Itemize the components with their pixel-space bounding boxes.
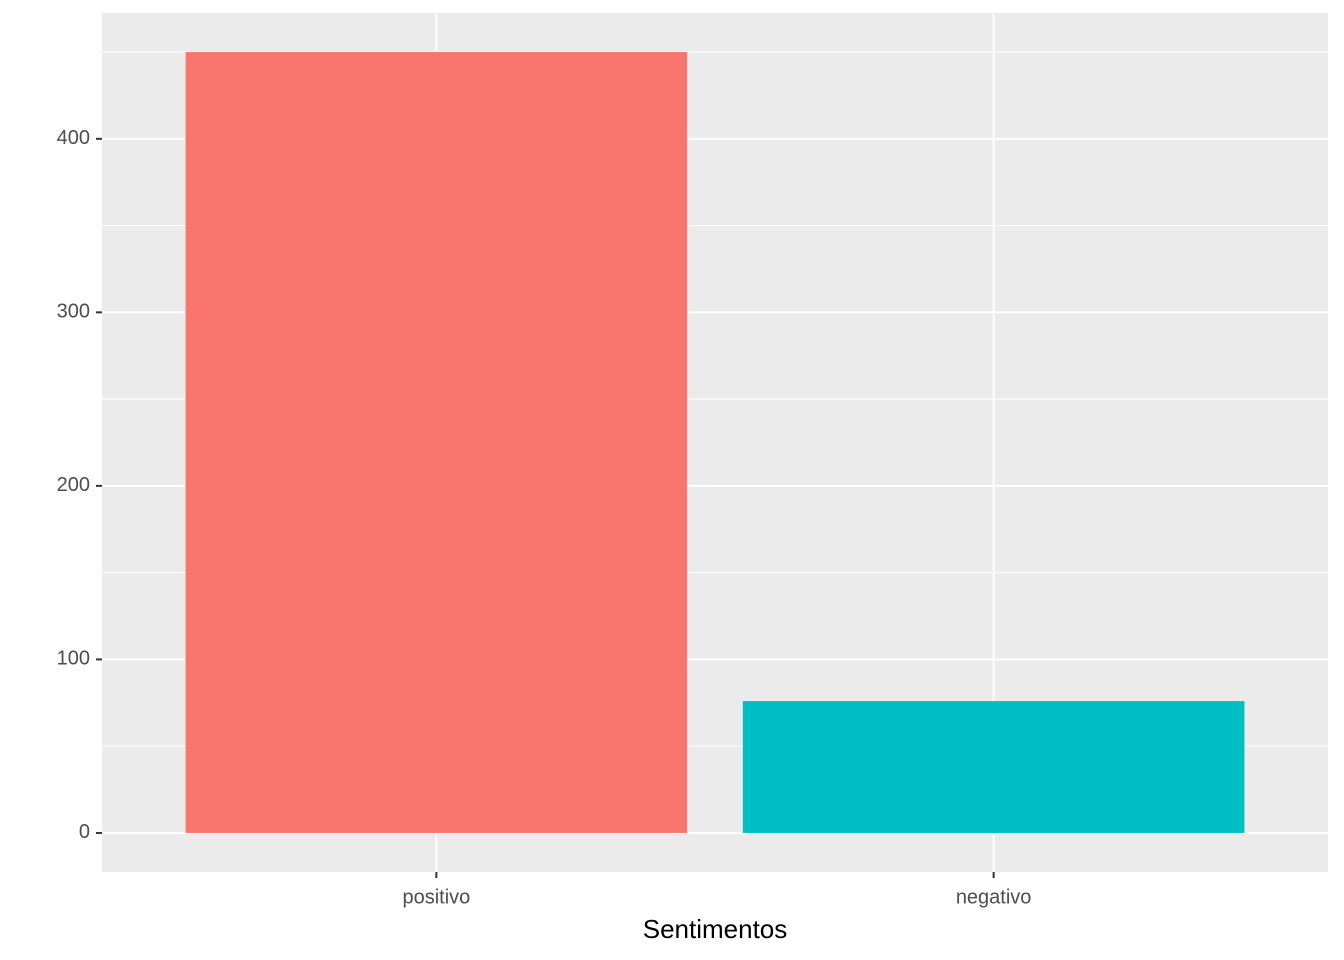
x-tick-label: negativo — [956, 886, 1032, 908]
x-axis-title: Sentimentos — [643, 914, 788, 944]
y-tick-label: 400 — [57, 127, 90, 149]
y-tick-label: 200 — [57, 474, 90, 496]
y-tick-label: 0 — [79, 821, 90, 843]
y-tick-label: 100 — [57, 648, 90, 670]
y-tick-label: 300 — [57, 301, 90, 323]
x-tick-label: positivo — [402, 886, 470, 908]
bar — [742, 701, 1245, 833]
bar — [185, 52, 688, 833]
